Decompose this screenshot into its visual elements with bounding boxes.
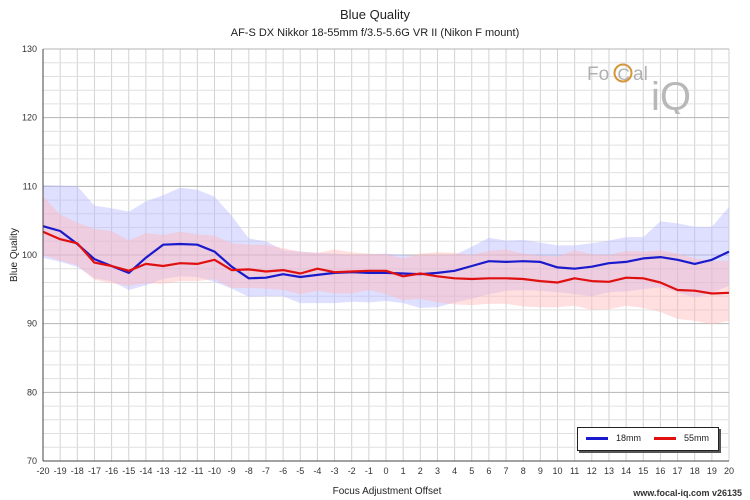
x-tick-label: 15 [638,466,648,476]
y-tick-label: 80 [27,387,37,397]
x-tick-label: 10 [552,466,562,476]
x-tick-label: -15 [122,466,135,476]
chart-bands [43,185,729,325]
legend-swatch-18mm [586,436,608,440]
x-tick-label: 7 [504,466,509,476]
x-tick-label: 17 [673,466,683,476]
x-tick-label: 19 [707,466,717,476]
x-tick-label: 16 [655,466,665,476]
x-tick-label: 6 [486,466,491,476]
x-tick-label: 14 [621,466,631,476]
x-tick-label: 0 [383,466,388,476]
series-line-18mm [42,225,730,280]
x-tick-label: 3 [435,466,440,476]
x-tick-label: 5 [469,466,474,476]
x-tick-label: 4 [452,466,457,476]
x-tick-label: -8 [245,466,253,476]
x-tick-label: 12 [587,466,597,476]
chart-legend: 18mm 55mm [577,427,719,451]
x-tick-label: 11 [570,466,579,476]
y-tick-label: 120 [22,113,37,123]
y-tick-label: 70 [27,456,37,466]
x-tick-label: -17 [88,466,101,476]
x-tick-label: 13 [604,466,614,476]
chart-grid [42,48,730,462]
legend-item-18mm: 18mm [586,433,641,443]
logo-text-c: C [618,65,630,84]
series-band-18mm [43,185,729,308]
focal-iq-logo: Fo C al iQ [585,60,715,119]
legend-label-55mm: 55mm [684,433,710,443]
x-tick-label: -4 [313,466,321,476]
x-tick-label: 20 [724,466,734,476]
legend-swatch-55mm [654,436,676,440]
x-tick-label: -14 [139,466,152,476]
logo-text-fo: Fo [587,64,609,85]
series-band-55mm [43,196,729,325]
y-tick-label: 90 [27,319,37,329]
x-tick-label: -11 [191,466,203,476]
logo-text-al: al [633,64,648,85]
x-tick-label: -12 [174,466,187,476]
x-tick-label: -6 [279,466,287,476]
y-axis-label: Blue Quality [9,228,20,282]
x-tick-label: -18 [71,466,84,476]
x-tick-label: -7 [262,466,270,476]
x-tick-label: -16 [105,466,118,476]
x-tick-label: -20 [36,466,49,476]
chart-lines [42,225,730,295]
x-tick-label: 8 [521,466,526,476]
logo-text-iq: iQ [651,75,691,114]
x-tick-label: -2 [348,466,356,476]
x-tick-label: -13 [157,466,170,476]
chart-axes [42,49,729,462]
legend-label-18mm: 18mm [616,433,642,443]
x-tick-label: -3 [331,466,339,476]
x-axis-label: Focus Adjustment Offset [333,486,442,497]
y-tick-label: 100 [22,250,37,260]
x-tick-label: -5 [296,466,304,476]
chart-subtitle: AF-S DX Nikkor 18-55mm f/3.5-5.6G VR II … [230,27,520,39]
x-tick-label: 9 [538,466,543,476]
y-tick-label: 110 [23,181,37,191]
x-tick-label: -9 [228,466,236,476]
x-tick-label: -19 [54,466,67,476]
x-tick-label: -1 [365,466,373,476]
x-tick-label: 1 [401,466,406,476]
x-tick-label: 2 [418,466,423,476]
legend-item-55mm: 55mm [654,433,709,443]
footer-credit: www.focal-iq.com v26135 [633,488,742,498]
chart-title: Blue Quality [339,7,411,22]
x-tick-label: -10 [208,466,221,476]
y-tick-label: 130 [22,44,37,54]
x-tick-label: 18 [690,466,700,476]
series-line-55mm [42,230,730,295]
